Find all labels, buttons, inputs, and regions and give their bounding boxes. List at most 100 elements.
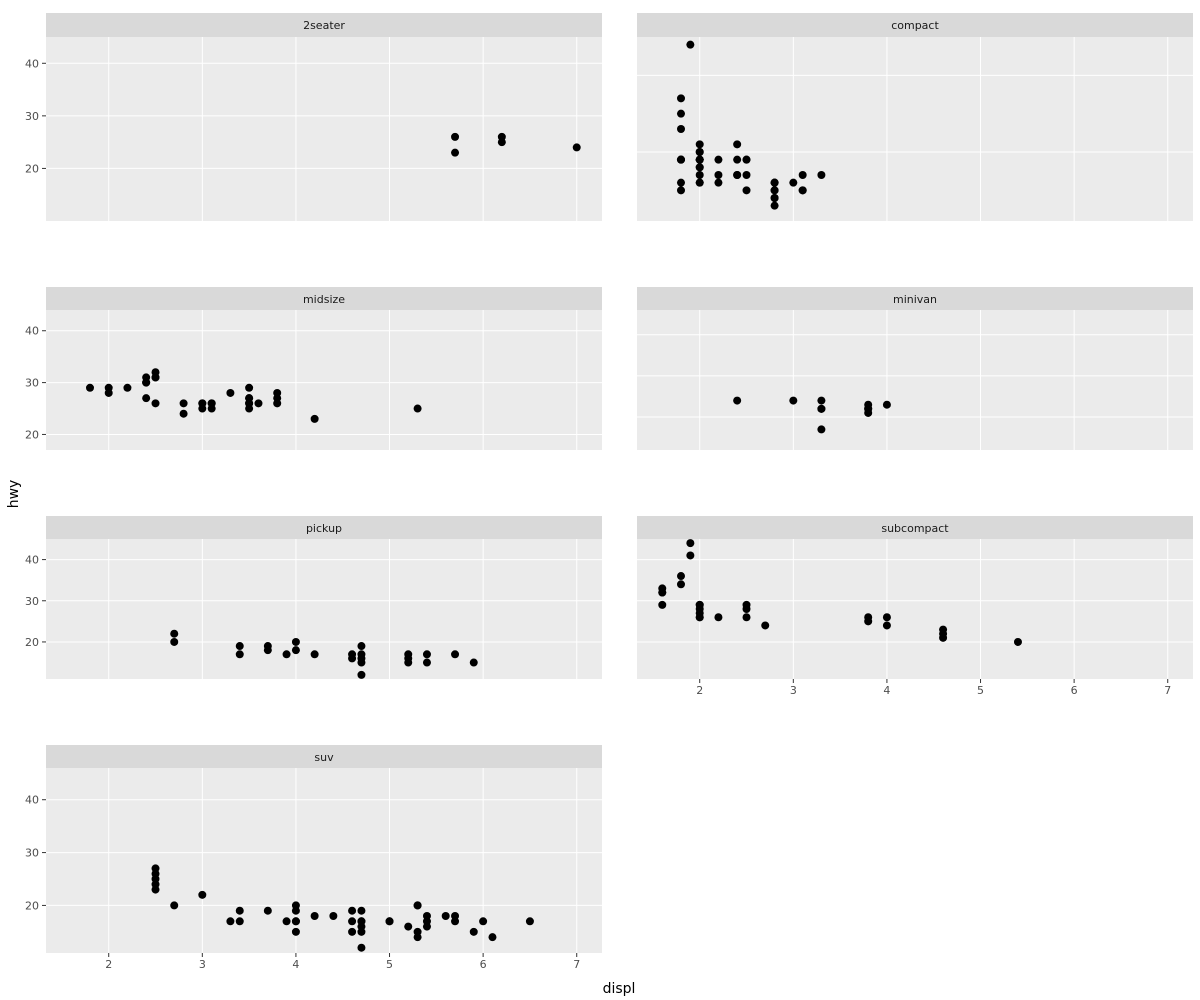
data-point xyxy=(695,171,704,179)
data-point xyxy=(733,155,742,164)
data-point xyxy=(714,178,723,187)
data-point xyxy=(658,600,667,609)
panel-background xyxy=(637,37,1193,221)
data-point xyxy=(404,922,413,931)
data-point xyxy=(676,580,685,589)
data-point xyxy=(695,148,704,156)
data-point xyxy=(882,613,891,622)
data-point xyxy=(686,551,695,560)
data-point xyxy=(198,399,207,408)
data-point xyxy=(676,572,685,581)
facet-strip-background xyxy=(637,287,1193,310)
facet-panel-minivan: minivan xyxy=(637,287,1193,450)
data-point xyxy=(742,613,751,622)
y-axis-title: hwy xyxy=(6,480,22,509)
data-point xyxy=(291,646,300,655)
facet-strip-label: midsize xyxy=(303,293,345,306)
data-point xyxy=(742,186,751,195)
data-point xyxy=(497,138,506,147)
facet-strip-label: minivan xyxy=(893,293,937,306)
y-tick-label: 20 xyxy=(25,162,39,175)
data-point xyxy=(469,658,478,667)
panel-background xyxy=(46,37,602,221)
data-point xyxy=(357,922,366,931)
facet-panel-suv: suv 20 30 40 2 3 4 5 6 7 xyxy=(25,745,602,971)
data-point xyxy=(733,140,742,149)
data-point xyxy=(789,396,798,405)
data-point xyxy=(770,186,779,195)
data-point xyxy=(864,404,873,413)
data-point xyxy=(123,383,132,392)
facet-strip-background xyxy=(637,13,1193,37)
x-tick-label: 7 xyxy=(1164,684,1171,697)
data-point xyxy=(310,650,319,659)
data-point xyxy=(291,917,300,926)
data-point xyxy=(451,912,460,920)
x-tick-label: 4 xyxy=(292,958,299,971)
facet-strip-label: suv xyxy=(314,751,334,764)
x-tick-label: 2 xyxy=(105,958,112,971)
y-tick-label: 30 xyxy=(25,595,39,608)
x-tick-label: 5 xyxy=(386,958,393,971)
data-point xyxy=(413,901,422,910)
data-point xyxy=(798,186,807,195)
data-point xyxy=(282,917,291,926)
data-point xyxy=(179,409,188,418)
data-point xyxy=(817,396,826,405)
data-point xyxy=(170,637,179,646)
x-axis-title: displ xyxy=(603,981,636,997)
data-point xyxy=(291,637,300,646)
y-tick-label: 20 xyxy=(25,636,39,649)
panel-background xyxy=(637,539,1193,679)
data-point xyxy=(676,155,685,164)
y-tick-label: 20 xyxy=(25,899,39,912)
data-point xyxy=(245,394,254,403)
data-point xyxy=(742,600,751,609)
y-tick-label: 40 xyxy=(25,794,39,807)
data-point xyxy=(525,917,534,926)
data-point xyxy=(451,650,460,659)
data-point xyxy=(170,901,179,910)
data-point xyxy=(245,383,254,392)
data-point xyxy=(348,906,357,915)
x-tick-label: 3 xyxy=(790,684,797,697)
data-point xyxy=(742,155,751,164)
data-point xyxy=(329,912,338,920)
data-point xyxy=(695,613,704,622)
data-point xyxy=(686,539,695,548)
data-point xyxy=(422,650,431,659)
data-point xyxy=(291,927,300,936)
facet-panels: 2seater 20 30 40 compact midsize 20 30 40 minivan… xyxy=(25,13,1193,971)
data-point xyxy=(676,186,685,195)
data-point xyxy=(882,400,891,409)
data-point xyxy=(142,394,151,403)
data-point xyxy=(770,201,779,210)
y-tick-label: 40 xyxy=(25,554,39,567)
data-point xyxy=(676,178,685,187)
y-tick-label: 30 xyxy=(25,110,39,123)
data-point xyxy=(676,94,685,103)
facet-strip-label: compact xyxy=(891,19,939,32)
data-point xyxy=(198,890,207,899)
data-point xyxy=(310,912,319,920)
data-point xyxy=(451,132,460,141)
data-point xyxy=(170,629,179,638)
data-point xyxy=(151,880,160,889)
y-tick-label: 30 xyxy=(25,847,39,860)
facet-panel-2seater: 2seater 20 30 40 xyxy=(25,13,602,221)
data-point xyxy=(422,917,431,926)
data-point xyxy=(441,912,450,920)
y-tick-label: 40 xyxy=(25,325,39,338)
facet-strip-label: subcompact xyxy=(881,522,949,535)
x-tick-label: 3 xyxy=(199,958,206,971)
data-point xyxy=(357,670,366,679)
facet-strip-label: 2seater xyxy=(303,19,345,32)
data-point xyxy=(658,588,667,597)
data-point xyxy=(235,642,244,651)
data-point xyxy=(695,178,704,187)
x-tick-label: 6 xyxy=(480,958,487,971)
data-point xyxy=(235,917,244,926)
data-point xyxy=(733,396,742,405)
facet-panel-subcompact: subcompact 2 3 4 5 6 7 xyxy=(637,516,1193,697)
